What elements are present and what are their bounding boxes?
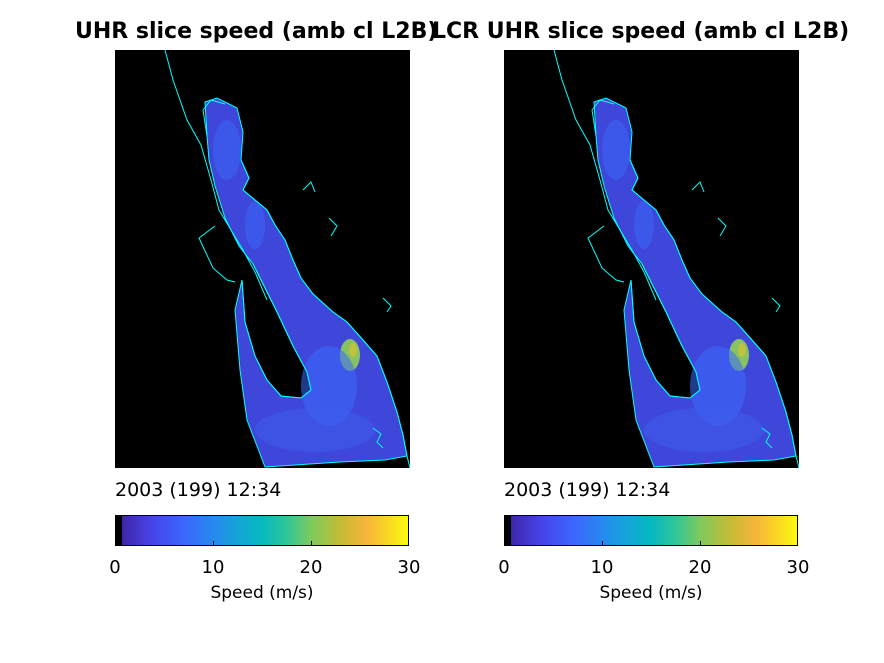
- right-chart-title: LCR UHR slice speed (amb cl L2B): [432, 19, 850, 44]
- coastline: [587, 225, 625, 283]
- right-timestamp: 2003 (199) 12:34: [504, 479, 671, 501]
- peninsula-coastline: [241, 263, 312, 399]
- speed-blob: [690, 346, 746, 426]
- coastline: [771, 297, 781, 313]
- speed-blob: [301, 346, 357, 426]
- right-colorbar-tick: 30: [786, 557, 810, 578]
- speed-blob: [738, 343, 746, 357]
- left-colorbar-tick: 20: [299, 557, 323, 578]
- right-colorbar-tickmark: [700, 541, 701, 546]
- coastline: [198, 225, 236, 283]
- right-colorbar-tick: 20: [688, 557, 712, 578]
- right-map-svg: [553, 50, 799, 468]
- coastline: [240, 159, 410, 468]
- right-speed-map: [504, 50, 799, 468]
- left-map-svg: [164, 50, 410, 468]
- left-colorbar-tick: 0: [109, 557, 121, 578]
- left-speed-map: [115, 50, 410, 468]
- speed-blob: [644, 408, 764, 452]
- right-colorbar-label: Speed (m/s): [599, 583, 703, 603]
- coastline: [302, 181, 316, 193]
- coastline: [717, 217, 727, 237]
- peninsula-coastline: [630, 263, 701, 399]
- right-colorbar: [504, 515, 798, 546]
- left-colorbar-tick: 30: [397, 557, 421, 578]
- coastline: [164, 50, 268, 301]
- coastline: [382, 297, 392, 313]
- coastline: [328, 217, 338, 237]
- right-colorbar-tick: 0: [498, 557, 510, 578]
- coastline: [761, 427, 773, 449]
- left-chart-title: UHR slice speed (amb cl L2B): [75, 19, 438, 44]
- left-timestamp: 2003 (199) 12:34: [115, 479, 282, 501]
- coastline: [372, 427, 384, 449]
- speed-blob: [245, 201, 265, 249]
- coastline: [629, 159, 799, 468]
- left-colorbar-tickmark: [311, 541, 312, 546]
- left-colorbar-label: Speed (m/s): [210, 583, 314, 603]
- speed-blob: [213, 120, 241, 180]
- coastline: [553, 50, 657, 301]
- right-colorbar-tickmark: [602, 541, 603, 546]
- speed-blob: [634, 201, 654, 249]
- left-colorbar-tick: 10: [201, 557, 225, 578]
- coastline: [591, 99, 615, 137]
- speed-blob: [255, 408, 375, 452]
- speed-blob: [602, 120, 630, 180]
- left-colorbar-tickmark: [213, 541, 214, 546]
- right-colorbar-tick: 10: [590, 557, 614, 578]
- coastline: [691, 181, 705, 193]
- speed-blob: [349, 343, 357, 357]
- left-colorbar: [115, 515, 409, 546]
- coastline: [202, 99, 226, 137]
